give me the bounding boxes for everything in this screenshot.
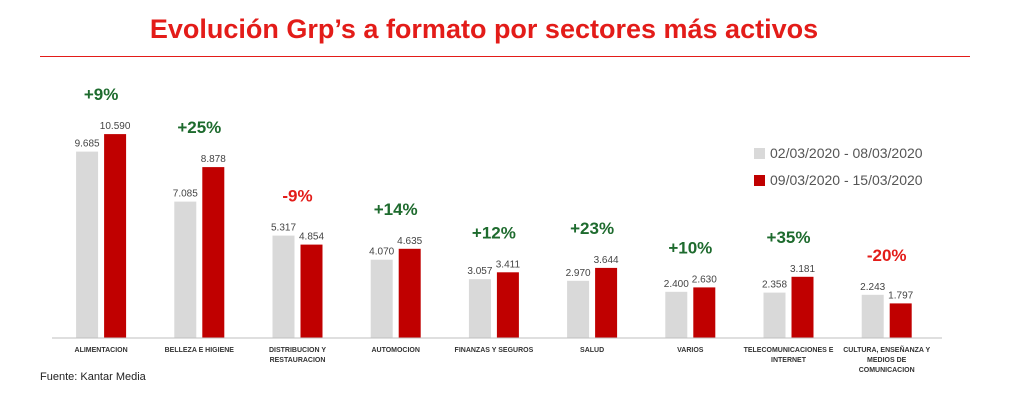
legend: 02/03/2020 - 08/03/2020 09/03/2020 - 15/0… xyxy=(754,145,923,188)
category-label: FINANZAS Y SEGUROS xyxy=(455,347,534,354)
bar-value-label: 2.630 xyxy=(692,274,717,285)
category-label-line: RESTAURACION xyxy=(270,357,326,364)
bar-value-label: 1.797 xyxy=(888,290,913,301)
change-percent-label: -9% xyxy=(282,187,312,206)
bar-value-label: 4.635 xyxy=(397,236,422,247)
bar-value-label: 4.854 xyxy=(299,232,324,243)
bar-value-label: 2.358 xyxy=(762,280,787,291)
category-label-line: INTERNET xyxy=(771,357,807,364)
category-label-line: AUTOMOCION xyxy=(371,347,419,354)
category-label: CULTURA, ENSEÑANZA Y MEDIOS DE COMUNICACIO… xyxy=(843,345,930,374)
category-label-line: VARIOS xyxy=(677,347,704,354)
bar-value-label: 2.400 xyxy=(664,279,689,290)
bar-period2 xyxy=(693,287,716,338)
change-percent-label: +14% xyxy=(374,200,418,219)
bar-value-label: 9.685 xyxy=(75,139,100,150)
bar-period2 xyxy=(398,248,421,338)
category-label: BELLEZA E HIGIENE xyxy=(165,347,235,354)
bar-period1 xyxy=(272,235,295,338)
bar-value-label: 3.181 xyxy=(790,264,815,275)
chart-title: Evolución Grp’s a formato por sectores m… xyxy=(149,14,819,44)
change-percent-label: +9% xyxy=(84,85,119,104)
bar-period1 xyxy=(370,259,393,338)
legend-label: 02/03/2020 - 08/03/2020 xyxy=(770,145,923,161)
change-percent-label: +10% xyxy=(668,238,712,257)
change-percent-label: -20% xyxy=(867,246,907,265)
legend-label: 09/03/2020 - 15/03/2020 xyxy=(770,172,923,188)
category-label-line: DISTRIBUCION Y xyxy=(269,347,326,354)
source-note: Fuente: Kantar Media xyxy=(40,371,146,383)
category-label-line: BELLEZA E HIGIENE xyxy=(165,347,235,354)
category-label: ALIMENTACION xyxy=(75,347,128,354)
change-percent-label: +12% xyxy=(472,223,516,242)
legend-swatch xyxy=(754,148,765,159)
category-label-line: CULTURA, ENSEÑANZA Y xyxy=(843,345,930,354)
bar-value-label: 7.085 xyxy=(173,189,198,200)
bar-period1 xyxy=(174,201,197,338)
category-label-line: COMUNICACION xyxy=(859,367,915,374)
bar-period2 xyxy=(104,134,127,338)
bar-value-label: 4.070 xyxy=(369,247,394,258)
category-label: VARIOS xyxy=(677,347,704,354)
bar-period1 xyxy=(763,292,786,338)
bar-period1 xyxy=(468,279,491,338)
bar-period2 xyxy=(496,272,519,338)
bar-period1 xyxy=(861,294,884,338)
category-label: TELECOMUNICACIONES E INTERNET xyxy=(744,347,834,364)
category-label: SALUD xyxy=(580,347,604,354)
bar-value-label: 3.411 xyxy=(496,259,521,270)
category-label-line: FINANZAS Y SEGUROS xyxy=(455,347,534,354)
bar-value-label: 2.243 xyxy=(860,282,885,293)
legend-swatch xyxy=(754,175,765,186)
bar-value-label: 8.878 xyxy=(201,154,226,165)
category-label-line: SALUD xyxy=(580,347,604,354)
bar-period2 xyxy=(791,276,814,338)
bar-period1 xyxy=(665,291,688,338)
category-label-line: TELECOMUNICACIONES E xyxy=(744,347,834,354)
bar-value-label: 10.590 xyxy=(100,121,131,132)
category-label: AUTOMOCION xyxy=(371,347,419,354)
category-label: DISTRIBUCION Y RESTAURACION xyxy=(269,347,326,364)
category-label-line: ALIMENTACION xyxy=(75,347,128,354)
change-percent-label: +35% xyxy=(767,228,811,247)
change-percent-label: +25% xyxy=(177,118,221,137)
bar-value-label: 5.317 xyxy=(271,223,296,234)
change-percent-label: +23% xyxy=(570,219,614,238)
bar-period1 xyxy=(567,280,590,338)
bar-value-label: 3.644 xyxy=(594,255,619,266)
bar-period2 xyxy=(202,167,225,338)
bar-period1 xyxy=(76,151,99,338)
category-label-line: MEDIOS DE xyxy=(867,357,907,364)
bar-value-label: 3.057 xyxy=(467,266,492,277)
bar-period2 xyxy=(300,244,323,338)
bar-value-label: 2.970 xyxy=(566,268,591,279)
title-divider xyxy=(40,56,970,57)
bar-period2 xyxy=(595,267,618,338)
bar-period2 xyxy=(889,303,912,338)
